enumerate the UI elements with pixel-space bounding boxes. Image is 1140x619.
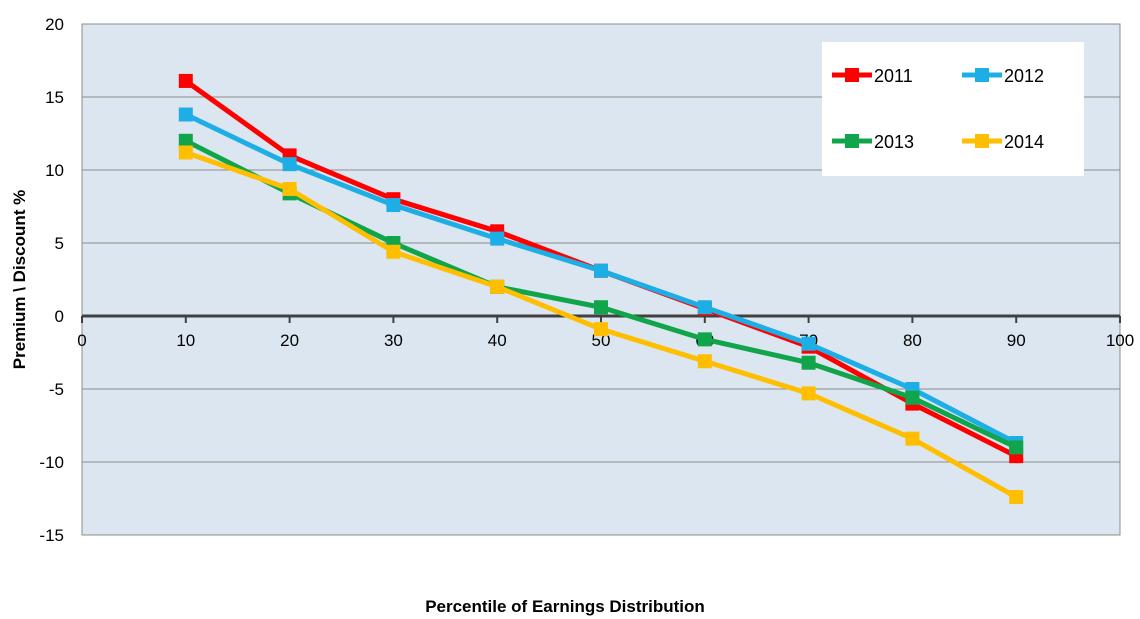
data-point: [490, 231, 505, 246]
data-point: [905, 431, 920, 446]
legend: 2011 2012 2013 2014: [822, 42, 1084, 176]
y-tick-label: -10: [39, 453, 64, 472]
data-point: [697, 300, 712, 315]
data-point: [801, 336, 816, 351]
y-tick-label: -5: [49, 380, 64, 399]
data-point: [697, 354, 712, 369]
data-point: [178, 145, 193, 160]
data-point: [178, 107, 193, 122]
y-axis-title: Premium \ Discount %: [10, 190, 29, 369]
y-tick-label: 20: [45, 15, 64, 34]
data-point: [386, 198, 401, 213]
data-point: [282, 181, 297, 196]
x-tick-label: 30: [384, 331, 403, 350]
data-point: [282, 157, 297, 172]
legend-marker: [845, 134, 859, 148]
data-point: [1009, 440, 1024, 455]
x-tick-label: 80: [903, 331, 922, 350]
y-tick-label: 15: [45, 88, 64, 107]
data-point: [594, 263, 608, 278]
legend-marker: [975, 134, 989, 148]
x-axis-title: Percentile of Earnings Distribution: [425, 597, 705, 616]
data-point: [594, 300, 608, 315]
y-tick-label: 5: [55, 234, 64, 253]
legend-label: 2012: [1004, 66, 1044, 86]
data-point: [1009, 490, 1024, 505]
x-tick-label: 20: [280, 331, 299, 350]
series-2014: [178, 145, 1024, 505]
data-point: [386, 244, 401, 259]
legend-item-2011: 2011: [832, 66, 913, 86]
x-tick-label: 10: [176, 331, 195, 350]
legend-label: 2013: [874, 132, 914, 152]
data-point: [490, 279, 505, 294]
y-tick-label: -15: [39, 526, 64, 545]
data-point: [178, 73, 193, 88]
data-point: [801, 386, 816, 401]
gridlines: [81, 23, 1121, 536]
legend-item-2012: 2012: [962, 66, 1044, 86]
legend-item-2013: 2013: [832, 132, 914, 152]
data-point: [697, 332, 712, 347]
legend-marker: [975, 68, 989, 82]
series-2012: [178, 107, 1024, 451]
x-tick-label: 90: [1007, 331, 1026, 350]
legend-item-2014: 2014: [962, 132, 1044, 152]
y-tick-label: 0: [55, 307, 64, 326]
data-point: [905, 390, 920, 405]
x-tick-label: 100: [1106, 331, 1134, 350]
data-point: [594, 322, 608, 337]
y-tick-label: 10: [45, 161, 64, 180]
x-tick-label: 0: [77, 331, 86, 350]
x-tick-label: 40: [488, 331, 507, 350]
legend-box: [822, 42, 1084, 176]
legend-marker: [845, 68, 859, 82]
legend-label: 2011: [874, 66, 913, 86]
series-lines: [178, 73, 1024, 505]
data-point: [801, 355, 816, 370]
legend-label: 2014: [1004, 132, 1044, 152]
data-point: [178, 133, 193, 148]
